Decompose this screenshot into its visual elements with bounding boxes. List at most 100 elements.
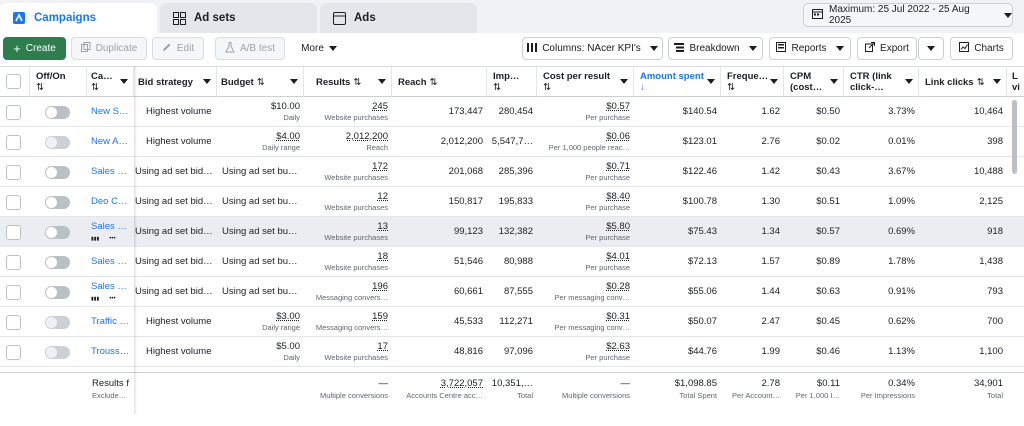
more-button[interactable]: More <box>292 37 346 60</box>
row-checkbox[interactable] <box>6 165 21 180</box>
table-row[interactable]: Sales … ▮▮▮ ••• Using ad set bid… Using ad s… <box>0 277 1024 307</box>
ab-test-button[interactable]: A/B test <box>215 37 285 60</box>
tab-adsets[interactable]: Ad sets <box>160 3 317 33</box>
columns-button[interactable]: Columns: NAcer KPI's <box>522 37 663 60</box>
table-row[interactable]: Deo Cr… Using ad set bid… Using ad set bu…… <box>0 187 1024 217</box>
header-amount-spent[interactable]: Amount spent ↓ <box>634 67 721 97</box>
campaign-toggle[interactable] <box>45 256 70 269</box>
cell-ctr: 1.13% <box>844 337 919 367</box>
table-row[interactable]: Sales … Using ad set bid… Using ad set bu…… <box>0 247 1024 277</box>
header-offon[interactable]: Off/On ⇅ <box>30 67 87 97</box>
header-ctr-label: CTR (link <box>850 71 892 82</box>
footer-cpm: $0.11 Per 1,000 I… <box>784 378 844 408</box>
create-button[interactable]: + Create <box>3 37 66 60</box>
campaign-name-link[interactable]: Sales … <box>91 256 127 267</box>
cell-campaign-name: Deo Cr… <box>87 187 134 217</box>
row-checkbox[interactable] <box>6 285 21 300</box>
row-checkbox[interactable] <box>6 195 21 210</box>
chevron-down-icon <box>927 46 935 51</box>
edit-button[interactable]: Edit <box>152 37 204 60</box>
cell-results-sub: Messaging convers… <box>315 293 388 302</box>
duplicate-button[interactable]: Duplicate <box>71 37 147 60</box>
export-button[interactable]: Export <box>857 37 917 60</box>
header-last[interactable]: L vi <box>1007 67 1024 97</box>
row-checkbox[interactable] <box>6 225 21 240</box>
campaign-name-link[interactable]: Traffic … <box>91 316 130 327</box>
cell-campaign-name: Traffic … <box>87 307 134 337</box>
campaign-toggle[interactable] <box>45 286 70 299</box>
cell-cost-per-result-value: $0.28 <box>606 281 630 292</box>
row-chart-icon[interactable]: ▮▮▮ <box>91 296 100 302</box>
campaign-toggle[interactable] <box>45 316 70 329</box>
table-row[interactable]: Sales … ▮▮▮ ••• Using ad set bid… Using ad s… <box>0 217 1024 247</box>
breakdown-button[interactable]: Breakdown <box>668 37 763 60</box>
cell-cost-per-result-sub: Per 1,000 people reac… <box>548 143 630 152</box>
row-checkbox[interactable] <box>6 255 21 270</box>
ad-icon <box>332 11 346 25</box>
export-icon <box>865 42 876 55</box>
header-link-clicks[interactable]: Link clicks ⇅ <box>919 67 1007 97</box>
header-bid-strategy[interactable]: Bid strategy <box>134 67 217 97</box>
pinned-column-shadow <box>134 66 137 426</box>
header-reach[interactable]: Reach ⇅ <box>392 67 487 97</box>
campaign-name-link[interactable]: Sales … <box>91 166 127 177</box>
header-cpm[interactable]: CPM (cost… <box>784 67 844 97</box>
charts-button[interactable]: Charts <box>950 37 1013 60</box>
row-checkbox[interactable] <box>6 135 21 150</box>
campaign-toggle[interactable] <box>45 346 70 359</box>
header-cost-per-result[interactable]: Cost per result ⇅ <box>537 67 634 97</box>
row-more-icon[interactable]: ••• <box>109 296 116 302</box>
reports-icon <box>776 42 787 55</box>
campaign-toggle[interactable] <box>45 166 70 179</box>
reports-button[interactable]: Reports <box>769 37 851 60</box>
cell-cost-per-result-sub: Per purchase <box>585 203 630 212</box>
campaign-name-link[interactable]: Trouss… <box>91 346 130 357</box>
table-row[interactable]: New S… Highest volume $10.00 Daily 245 Websit… <box>0 97 1024 127</box>
campaign-name-link[interactable]: New S… <box>91 106 129 117</box>
cell-budget: Using ad set bu… <box>217 187 304 217</box>
cell-reach-value: 2,012,200 <box>440 136 483 147</box>
date-range-picker[interactable]: Maximum: 25 Jul 2022 - 25 Aug 2025 <box>803 3 1013 27</box>
header-budget[interactable]: Budget ⇅ <box>217 67 304 97</box>
campaign-name-link[interactable]: Sales … <box>91 221 127 232</box>
row-checkbox[interactable] <box>6 345 21 360</box>
header-frequency[interactable]: Freque… ⇅ <box>721 67 784 97</box>
campaign-toggle[interactable] <box>45 196 70 209</box>
cell-cpm-value: $0.50 <box>816 106 840 117</box>
cell-results-value: 159 <box>372 311 388 322</box>
row-checkbox[interactable] <box>6 105 21 120</box>
header-ctr[interactable]: CTR (link click-… <box>844 67 919 97</box>
footer-cost: — Multiple conversions <box>537 378 634 408</box>
tab-campaigns[interactable]: Campaigns <box>0 3 157 33</box>
campaign-toggle[interactable] <box>45 136 70 149</box>
tab-ads[interactable]: Ads <box>320 3 477 33</box>
vertical-scrollbar[interactable] <box>1012 100 1017 174</box>
campaign-name-link[interactable]: Deo Cr… <box>91 196 130 207</box>
header-impressions[interactable]: Imp… ⇅ <box>487 67 537 97</box>
table-row[interactable]: Traffic … Highest volume $3.00 Daily range 1… <box>0 307 1024 337</box>
edit-label: Edit <box>176 43 195 54</box>
table-row[interactable]: Trouss… Highest volume $5.00 Daily 17 Website… <box>0 337 1024 367</box>
cell-impressions-value: 112,271 <box>499 316 533 327</box>
cell-reach: 60,661 <box>392 277 487 307</box>
cell-reach-value: 150,817 <box>448 196 483 207</box>
select-all-checkbox[interactable] <box>6 74 21 89</box>
sort-icon: ⇅ <box>493 82 501 93</box>
create-label: Create <box>25 43 56 54</box>
campaigns-table: Off/On ⇅ Ca… ⇅ Bid strategy Budget ⇅ Res… <box>0 66 1024 426</box>
campaign-toggle[interactable] <box>45 226 70 239</box>
campaign-toggle[interactable] <box>45 106 70 119</box>
footer-cost-value: — <box>620 378 631 389</box>
header-results[interactable]: Results ⇅ <box>304 67 392 97</box>
cell-amount-spent-value: $55.06 <box>687 286 717 297</box>
row-more-icon[interactable]: ••• <box>109 236 116 242</box>
export-menu-button[interactable] <box>918 37 944 60</box>
campaign-name-link[interactable]: Sales … <box>91 281 127 292</box>
row-checkbox[interactable] <box>6 315 21 330</box>
campaign-name-link[interactable]: New A… <box>91 136 128 147</box>
table-row[interactable]: Sales … Using ad set bid… Using ad set bu…… <box>0 157 1024 187</box>
header-campaign[interactable]: Ca… ⇅ <box>87 67 134 97</box>
table-row[interactable]: New A… Highest volume $4.00 Daily range 2,01… <box>0 127 1024 157</box>
row-chart-icon[interactable]: ▮▮▮ <box>91 236 100 242</box>
cell-ctr-value: 1.13% <box>888 346 915 357</box>
